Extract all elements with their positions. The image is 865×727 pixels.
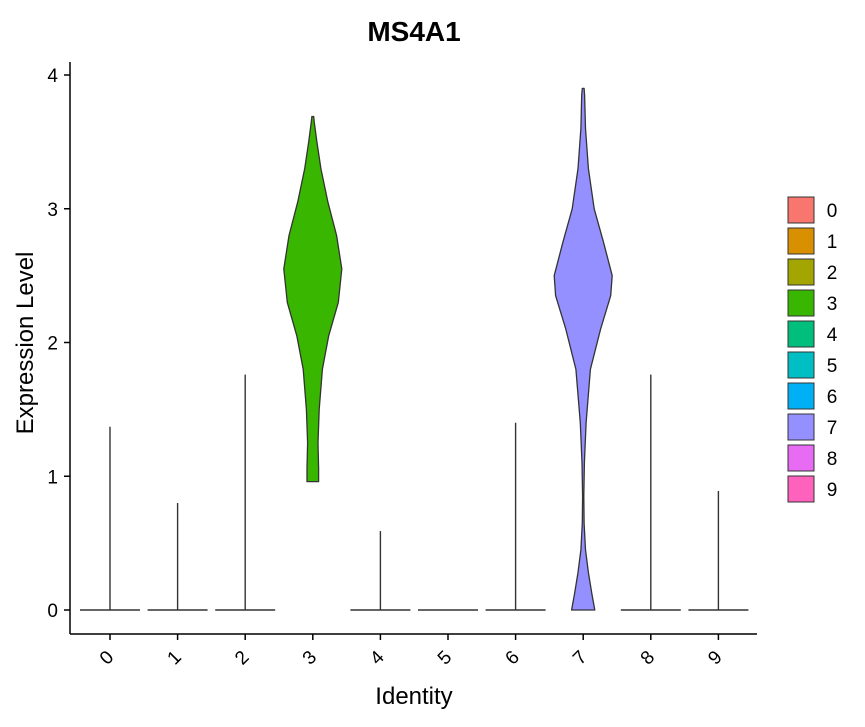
legend-swatch-9 [787, 475, 815, 503]
violin-layer [80, 87, 749, 611]
legend-label-2: 2 [827, 263, 838, 284]
legend-label-3: 3 [827, 294, 838, 315]
y-tick-label: 2 [47, 334, 58, 355]
chart-title: MS4A1 [367, 16, 460, 47]
legend-label-0: 0 [827, 201, 838, 222]
legend: 0 1 2 3 4 5 6 7 8 9 [787, 196, 838, 503]
legend-swatch-0 [787, 196, 815, 224]
legend-label-6: 6 [827, 387, 838, 408]
violin-3 [283, 115, 343, 483]
x-tick-label: 3 [299, 647, 321, 669]
legend-swatch-3 [787, 289, 815, 317]
legend-label-7: 7 [827, 418, 838, 439]
legend-label-8: 8 [827, 449, 838, 470]
y-tick-label: 1 [47, 467, 58, 488]
y-tick-label: 0 [47, 601, 58, 622]
x-tick-label: 8 [637, 647, 659, 669]
x-tick-label: 1 [164, 647, 186, 669]
x-tick-label: 0 [96, 647, 118, 669]
x-axis-ticks: 0 1 2 3 4 5 6 7 8 9 [96, 634, 727, 669]
x-axis-title: Identity [375, 683, 452, 710]
legend-swatch-1 [787, 227, 815, 255]
y-axis-ticks: 0 1 2 3 4 [47, 66, 70, 622]
legend-label-9: 9 [827, 480, 838, 501]
y-axis-title: Expression Level [12, 252, 39, 435]
y-tick-label: 3 [47, 200, 58, 221]
legend-label-4: 4 [827, 325, 838, 346]
x-tick-label: 6 [502, 647, 524, 669]
x-tick-label: 4 [366, 647, 389, 670]
x-tick-label: 7 [569, 647, 591, 669]
legend-swatch-7 [787, 413, 815, 441]
legend-swatch-8 [787, 444, 815, 472]
legend-swatch-5 [787, 351, 815, 379]
legend-label-1: 1 [827, 232, 838, 253]
legend-swatch-4 [787, 320, 815, 348]
legend-swatch-6 [787, 382, 815, 410]
y-tick-label: 4 [47, 66, 58, 87]
legend-swatch-2 [787, 258, 815, 286]
x-tick-label: 2 [231, 647, 253, 669]
x-tick-label: 5 [434, 647, 456, 669]
legend-label-5: 5 [827, 356, 838, 377]
violin-7 [553, 87, 613, 611]
x-tick-label: 9 [704, 647, 726, 669]
